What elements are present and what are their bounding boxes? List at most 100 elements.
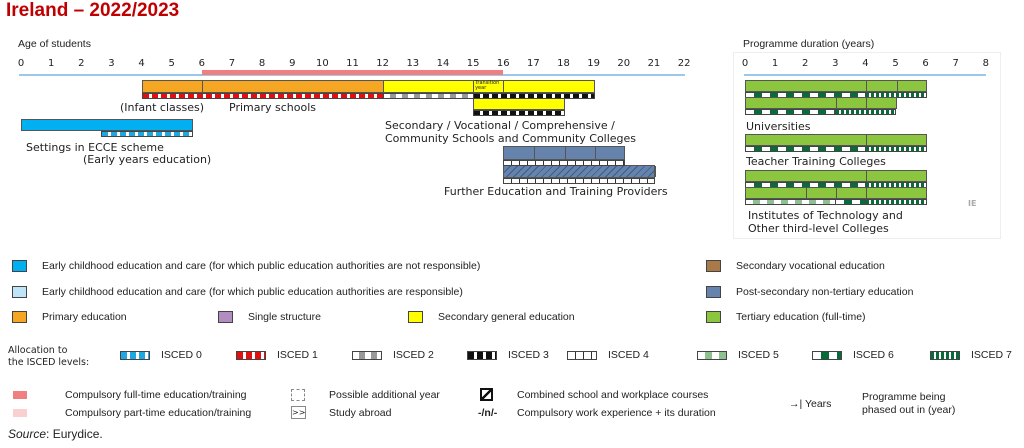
isced-0-swatch xyxy=(120,351,150,360)
age-tick: 20 xyxy=(617,58,631,69)
isced-3-stripe xyxy=(473,93,595,99)
swatch-ecce-public xyxy=(12,286,27,298)
legend-work-experience: Compulsory work experience + its duratio… xyxy=(517,407,716,419)
country-code: IE xyxy=(968,199,977,208)
isced-3-stripe xyxy=(473,110,565,116)
isced-1-stripe xyxy=(141,93,384,99)
isced-7-stripe xyxy=(835,109,897,115)
compulsory-full-time-bar xyxy=(201,70,504,75)
age-tick: 5 xyxy=(168,58,175,69)
legend-primary: Primary education xyxy=(42,311,127,323)
age-tick: 19 xyxy=(587,58,601,69)
age-tick: 2 xyxy=(78,58,85,69)
duration-tick: 7 xyxy=(952,58,959,69)
legend-post-secondary: Post-secondary non-tertiary education xyxy=(736,286,914,298)
isced-6-stripe xyxy=(745,146,867,152)
age-tick: 9 xyxy=(289,58,296,69)
bar-secondary-lower xyxy=(382,80,475,93)
work-experience-icon: -/n/- xyxy=(478,407,498,419)
label-universities: Universities xyxy=(746,120,811,133)
legend-tertiary: Tertiary education (full-time) xyxy=(736,311,866,323)
bar-divider xyxy=(866,98,868,108)
tertiary-programme-bar xyxy=(745,187,927,199)
isced-2-stripe xyxy=(382,93,475,99)
duration-tick: 6 xyxy=(922,58,929,69)
isced-3-label: ISCED 3 xyxy=(508,349,549,361)
bar-secondary-upper xyxy=(503,80,595,93)
legend-compulsory-part: Compulsory part-time education/training xyxy=(65,407,252,419)
label-teacher-training: Teacher Training Colleges xyxy=(746,155,886,168)
years-arrow-icon: →| Years xyxy=(789,398,832,410)
age-tick: 1 xyxy=(47,58,55,69)
isced-4-label: ISCED 4 xyxy=(608,349,649,361)
bar-divider xyxy=(594,147,596,159)
tertiary-programme-bar xyxy=(745,134,927,146)
bar-further-education-combined xyxy=(503,165,656,178)
age-tick: 18 xyxy=(557,58,570,69)
legend-compulsory-full: Compulsory full-time education/training xyxy=(65,389,247,401)
isced-4-stripe xyxy=(503,178,655,184)
isced-7-stripe xyxy=(865,146,927,152)
age-tick: 13 xyxy=(406,58,420,69)
swatch-secondary-general xyxy=(408,311,423,323)
swatch-tertiary xyxy=(706,311,721,323)
duration-tick: 3 xyxy=(832,58,839,69)
age-tick: 4 xyxy=(138,58,145,69)
isced-6-label: ISCED 6 xyxy=(853,349,894,361)
isced-7-swatch xyxy=(930,351,960,360)
label-ecce-2: (Early years education) xyxy=(83,153,212,166)
legend-secondary-general: Secondary general education xyxy=(438,311,575,323)
additional-year-icon xyxy=(291,389,305,401)
isced-6-swatch xyxy=(812,351,842,360)
bar-divider xyxy=(836,188,838,198)
isced-1-label: ISCED 1 xyxy=(277,349,318,361)
source-note: Source: Eurydice. xyxy=(8,427,103,441)
isced-5-label: ISCED 5 xyxy=(738,349,779,361)
isced-3-swatch xyxy=(467,351,497,360)
legend-additional-year: Possible additional year xyxy=(329,389,440,401)
age-tick: 22 xyxy=(677,58,691,69)
legend-ecce-private: Early childhood education and care (for … xyxy=(42,260,481,272)
bar-divider xyxy=(866,188,868,198)
legend-allocation-1: Allocation to xyxy=(8,345,68,356)
bar-further-education xyxy=(503,146,625,160)
tertiary-programme-bar xyxy=(745,80,927,92)
duration-tick: 0 xyxy=(741,58,749,69)
bar-infant-classes xyxy=(141,80,203,93)
transition-year-label: Transition year xyxy=(475,80,500,91)
bar-divider xyxy=(836,98,838,108)
tertiary-programme-bar xyxy=(745,170,927,182)
legend-secondary-vocational: Secondary vocational education xyxy=(736,260,885,272)
legend-ecce-public: Early childhood education and care (for … xyxy=(42,286,463,298)
swatch-post-secondary xyxy=(706,286,721,298)
duration-tick: 2 xyxy=(802,58,809,69)
combined-courses-icon xyxy=(480,388,493,401)
duration-axis-line xyxy=(744,74,986,76)
bar-divider xyxy=(896,81,898,91)
label-secondary-1: Secondary / Vocational / Comprehensive / xyxy=(385,119,615,132)
duration-tick: 5 xyxy=(892,58,899,69)
label-institutes-1: Institutes of Technology and xyxy=(748,209,903,222)
isced-6-stripe xyxy=(835,199,867,205)
age-tick: 8 xyxy=(258,58,266,69)
bar-divider xyxy=(866,81,868,91)
bar-secondary-upper-alt xyxy=(473,98,565,110)
swatch-secondary-vocational xyxy=(706,260,721,272)
isced-1-swatch xyxy=(236,351,266,360)
duration-tick: 4 xyxy=(862,58,869,69)
age-tick: 17 xyxy=(527,58,540,69)
bar-divider xyxy=(806,188,808,198)
age-tick: 15 xyxy=(466,58,480,69)
label-further-education: Further Education and Training Providers xyxy=(444,185,668,198)
duration-tick: 8 xyxy=(982,58,989,69)
legend-combined: Combined school and workplace courses xyxy=(517,389,709,401)
bar-divider xyxy=(654,166,656,177)
duration-panel xyxy=(733,52,1001,239)
age-tick: 11 xyxy=(346,58,359,69)
swatch-compulsory-full xyxy=(13,391,27,399)
bar-primary-schools xyxy=(201,80,384,93)
age-tick: 3 xyxy=(108,58,115,69)
legend-allocation: Allocation to the ISCED levels: xyxy=(8,345,89,369)
duration-axis-label: Programme duration (years) xyxy=(743,38,875,50)
swatch-single xyxy=(218,311,233,323)
